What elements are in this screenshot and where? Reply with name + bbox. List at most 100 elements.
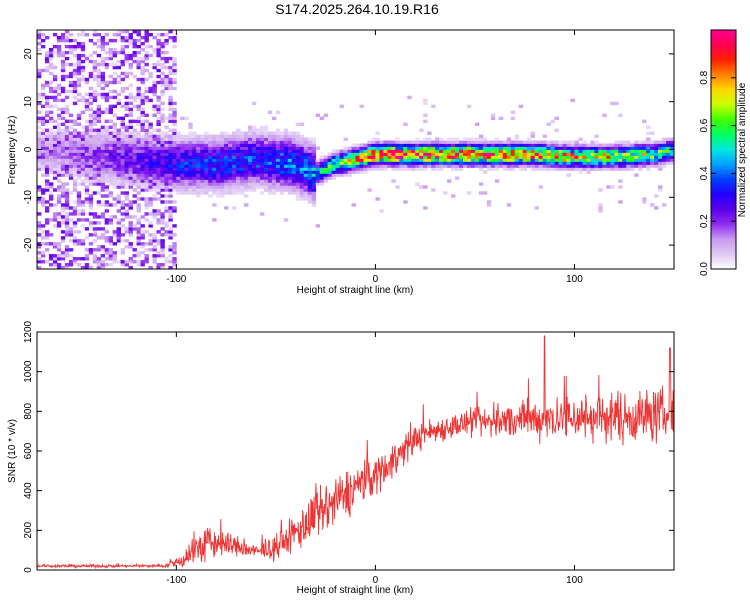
spectrogram-cell bbox=[148, 197, 153, 201]
spectrogram-cell bbox=[486, 143, 492, 147]
spectrogram-cell bbox=[482, 158, 488, 162]
spectrogram-cell bbox=[478, 164, 484, 168]
spectrogram-cell bbox=[299, 194, 305, 198]
spectrogram-cell bbox=[40, 86, 46, 91]
spectrogram-cell bbox=[128, 173, 133, 177]
spectrogram-cell bbox=[315, 167, 321, 171]
spectrogram-cell bbox=[606, 158, 611, 162]
spectrogram-cell bbox=[267, 173, 273, 177]
spectrogram-cell bbox=[124, 86, 129, 91]
spectrogram-cell bbox=[44, 260, 50, 264]
spectrogram-cell bbox=[562, 140, 567, 144]
spectrogram-cell bbox=[287, 158, 293, 162]
spectrogram-cell bbox=[37, 101, 42, 106]
spectrogram-cell bbox=[88, 164, 94, 168]
spectrogram-cell bbox=[37, 227, 42, 231]
spectrogram-cell bbox=[100, 92, 106, 97]
spectrogram-cell bbox=[275, 179, 281, 183]
spectrogram-cell bbox=[88, 221, 94, 225]
spectrogram-cell bbox=[96, 134, 102, 138]
spectrogram-cell bbox=[654, 164, 659, 168]
spectrogram-cell bbox=[140, 251, 145, 255]
spectrogram-cell bbox=[48, 86, 54, 91]
spectrogram-cell bbox=[259, 143, 265, 147]
spectrogram-cell bbox=[172, 188, 177, 192]
spectrogram-cell bbox=[144, 164, 149, 168]
spectrogram-cell bbox=[148, 242, 153, 246]
spectrogram-cell bbox=[128, 200, 133, 204]
spectrogram-cell bbox=[84, 179, 90, 183]
spectrogram-cell bbox=[144, 197, 149, 201]
spectrogram-cell bbox=[172, 140, 177, 144]
spectrogram-cell bbox=[570, 167, 575, 171]
spectrogram-cell bbox=[510, 167, 516, 171]
spectrogram-cell bbox=[614, 140, 619, 144]
spectrogram-cell bbox=[132, 173, 137, 177]
spectrogram-cell bbox=[407, 152, 412, 156]
spectrogram-cell bbox=[232, 140, 237, 144]
spectrogram-cell bbox=[80, 98, 86, 103]
spectrogram-cell bbox=[204, 185, 209, 189]
spectrogram-cell bbox=[594, 146, 599, 150]
spectrogram-cell bbox=[403, 161, 408, 165]
spectrogram-cell bbox=[403, 143, 408, 147]
spectrogram-cell bbox=[120, 224, 125, 228]
spectrogram-cell bbox=[514, 164, 520, 168]
spectrogram-cell bbox=[172, 149, 177, 153]
spectrogram-cell bbox=[399, 161, 404, 165]
spectrogram-cell bbox=[72, 200, 78, 204]
spectrogram-cell bbox=[116, 209, 122, 213]
spectrogram-cell bbox=[518, 143, 524, 147]
spectrogram-cell bbox=[160, 119, 165, 124]
spectrogram-cell bbox=[84, 80, 90, 85]
spectrogram-cell bbox=[550, 158, 555, 162]
spectrogram-cell bbox=[443, 164, 448, 168]
spectrogram-cell bbox=[220, 158, 225, 162]
spectrogram-cell bbox=[299, 173, 305, 177]
spectrogram-cell bbox=[315, 146, 321, 150]
spectrogram-cell bbox=[136, 167, 141, 171]
spectrogram-cell bbox=[168, 98, 173, 103]
spectrogram-cell bbox=[60, 32, 66, 37]
spectrogram-cell bbox=[148, 143, 153, 147]
spectrogram-cell bbox=[128, 35, 133, 40]
spectrogram-cell bbox=[156, 116, 161, 121]
spectrogram-cell bbox=[299, 197, 305, 201]
spectrogram-cell bbox=[379, 146, 384, 150]
spectrogram-cell bbox=[295, 176, 301, 180]
spectrogram-cell bbox=[204, 176, 209, 180]
spectrogram-cell bbox=[37, 260, 42, 264]
spectrogram-cell bbox=[88, 152, 94, 156]
spectrogram-cell bbox=[331, 170, 336, 174]
spectrogram-cell bbox=[37, 167, 42, 171]
spectrogram-cell bbox=[407, 95, 412, 100]
spectrogram-cell bbox=[236, 179, 241, 183]
spectrogram-cell bbox=[248, 176, 253, 180]
spectrogram-cell bbox=[311, 200, 317, 204]
spectrogram-cell bbox=[554, 116, 559, 121]
spectrogram-cell bbox=[144, 230, 149, 234]
spectrogram-cell bbox=[116, 134, 122, 138]
spectrogram-cell bbox=[164, 179, 169, 183]
spectrogram-cell bbox=[120, 38, 125, 43]
spectrogram-cell bbox=[168, 191, 173, 195]
spectrogram-cell bbox=[534, 164, 540, 168]
spectrogram-cell bbox=[232, 206, 237, 210]
spectrogram-y-tick-label: -20 bbox=[23, 237, 34, 252]
spectrogram-cell bbox=[144, 62, 149, 67]
spectrogram-cell bbox=[160, 239, 165, 243]
spectrogram-cell bbox=[427, 155, 432, 159]
spectrogram-cell bbox=[148, 149, 153, 153]
spectrogram-cell bbox=[168, 30, 173, 34]
spectrogram-cell bbox=[188, 179, 193, 183]
spectrogram-cell bbox=[160, 263, 165, 267]
spectrogram-cell bbox=[248, 164, 253, 168]
spectrogram-cell bbox=[403, 200, 408, 204]
spectrogram-cell bbox=[287, 137, 293, 141]
spectrogram-cell bbox=[184, 161, 189, 165]
spectrogram-cell bbox=[251, 137, 257, 141]
spectrogram-cell bbox=[248, 152, 253, 156]
spectrogram-cell bbox=[136, 176, 141, 180]
spectrogram-cell bbox=[160, 227, 165, 231]
spectrogram-cell bbox=[339, 104, 344, 109]
